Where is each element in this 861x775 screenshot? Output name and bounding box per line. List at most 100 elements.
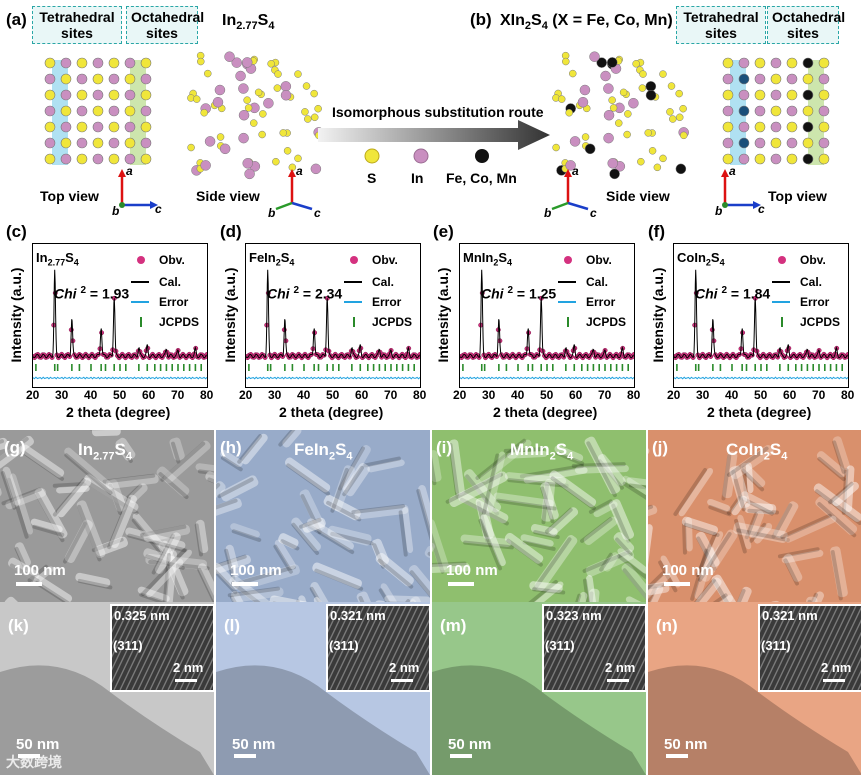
sem-flake bbox=[146, 549, 192, 598]
lattice-fringe bbox=[809, 606, 851, 690]
sem-shadow bbox=[377, 558, 414, 589]
side-view-atom bbox=[609, 104, 618, 112]
sem-scale-bar bbox=[232, 582, 258, 586]
side-view-atom bbox=[314, 104, 322, 113]
xrd-calculated-line bbox=[33, 269, 207, 359]
sem-shadow bbox=[832, 440, 846, 474]
sem-panel-label: (g) bbox=[4, 438, 26, 457]
sem-shadow bbox=[617, 554, 646, 579]
sem-scale-bar bbox=[664, 582, 690, 586]
lattice-fringe bbox=[131, 606, 173, 690]
sem-shadow bbox=[622, 568, 646, 602]
side-view-atom bbox=[238, 132, 249, 144]
watermark: 大数跨境 bbox=[6, 754, 62, 770]
legend-text: JCPDS bbox=[372, 315, 412, 329]
tem-panel-label: (l) bbox=[224, 616, 241, 635]
side-view-atom bbox=[243, 96, 251, 104]
lattice-atom bbox=[44, 73, 56, 85]
sem-shadow bbox=[691, 578, 716, 602]
sem-shadow bbox=[544, 507, 573, 534]
sem-shadow bbox=[162, 553, 171, 602]
svg-text:a: a bbox=[729, 165, 736, 178]
lattice-atom bbox=[770, 153, 782, 165]
lattice-atom bbox=[770, 121, 782, 133]
sem-flake bbox=[165, 550, 178, 602]
side-view-atom bbox=[603, 83, 614, 94]
lattice-fringe bbox=[581, 606, 623, 690]
xrd-xtick: 60 bbox=[142, 388, 156, 402]
legend-obv-marker bbox=[778, 256, 786, 264]
sem-flake bbox=[330, 465, 355, 512]
lattice-atom bbox=[108, 105, 120, 117]
sem-flake bbox=[367, 459, 405, 473]
sem-flake bbox=[64, 447, 114, 491]
sem-shadow bbox=[648, 582, 666, 591]
lattice-atom bbox=[108, 137, 120, 149]
sem-flake bbox=[681, 516, 719, 535]
lattice-fringe bbox=[328, 606, 353, 659]
sem-flake bbox=[269, 595, 310, 602]
xrd-sample-name: FeIn2S4 bbox=[249, 250, 295, 268]
sem-shadow bbox=[580, 517, 613, 543]
lattice-fringe bbox=[328, 606, 347, 646]
sem-shadow bbox=[194, 523, 204, 557]
sem-shadow bbox=[550, 476, 596, 511]
sem-shadow bbox=[495, 498, 557, 511]
lattice-fringe bbox=[155, 606, 197, 690]
lattice-atom bbox=[722, 137, 734, 149]
lattice-atom bbox=[60, 137, 72, 149]
lattice-atom bbox=[140, 105, 152, 117]
xrd-plot-frame: Obv. Cal. Error JCPDS bbox=[32, 243, 208, 388]
d-spacing-label: 0.325 nm bbox=[114, 608, 170, 623]
lattice-atom bbox=[770, 137, 782, 149]
sem-flake bbox=[216, 481, 226, 510]
sem-shadow bbox=[378, 588, 395, 602]
sem-shadow bbox=[398, 510, 408, 557]
sem-scale-label: 100 nm bbox=[662, 562, 714, 579]
sem-flake bbox=[583, 516, 618, 546]
lattice-fringe bbox=[119, 606, 161, 690]
atom-legend-dots bbox=[364, 148, 489, 164]
lattice-atom bbox=[44, 89, 56, 101]
sem-shadow bbox=[726, 446, 769, 477]
sem-flake bbox=[816, 451, 847, 478]
sem-shadow bbox=[158, 472, 189, 500]
sem-flake bbox=[480, 439, 532, 483]
sem-shadow bbox=[712, 579, 739, 602]
sem-flake bbox=[707, 498, 731, 512]
xrd-chi2: Chi 2 = 2.34 bbox=[267, 285, 343, 302]
sem-shadow bbox=[197, 567, 214, 602]
side-view-atom bbox=[589, 51, 600, 62]
side-view-atom bbox=[263, 97, 274, 109]
lattice-fringe bbox=[623, 644, 645, 690]
inset-scale-label: 2 nm bbox=[389, 660, 420, 675]
sem-flake bbox=[815, 496, 858, 536]
xrd-xtick: 40 bbox=[511, 388, 525, 402]
lattice-atom bbox=[108, 153, 120, 165]
lattice-atom bbox=[722, 89, 734, 101]
side-view-atom bbox=[283, 147, 292, 155]
side-view-atom bbox=[197, 57, 205, 66]
plane-label: (311) bbox=[761, 638, 791, 653]
legend-text: Cal. bbox=[586, 275, 608, 289]
xrd-xtick: 80 bbox=[627, 388, 641, 402]
sem-flake bbox=[528, 581, 564, 602]
sem-shadow bbox=[409, 570, 430, 602]
side-view-atom bbox=[675, 113, 684, 122]
xrd-sample-name: In2.77S4 bbox=[36, 250, 79, 268]
sem-scale-bar bbox=[448, 582, 474, 586]
side-view-atom bbox=[301, 108, 309, 116]
sem-shadow bbox=[237, 434, 262, 464]
sem-shadow bbox=[309, 586, 342, 602]
side-view-atom bbox=[279, 129, 287, 137]
sem-shadow bbox=[102, 473, 156, 484]
sem-flake bbox=[115, 437, 136, 461]
lattice-fringe bbox=[845, 656, 861, 690]
sem-flake bbox=[783, 553, 803, 582]
legend-text: Obv. bbox=[586, 253, 612, 267]
lattice-fringe bbox=[143, 606, 185, 690]
sem-shadow bbox=[681, 520, 687, 555]
sem-shadow bbox=[337, 446, 365, 491]
lattice-fringe bbox=[851, 669, 861, 690]
lattice-atom bbox=[818, 105, 830, 117]
